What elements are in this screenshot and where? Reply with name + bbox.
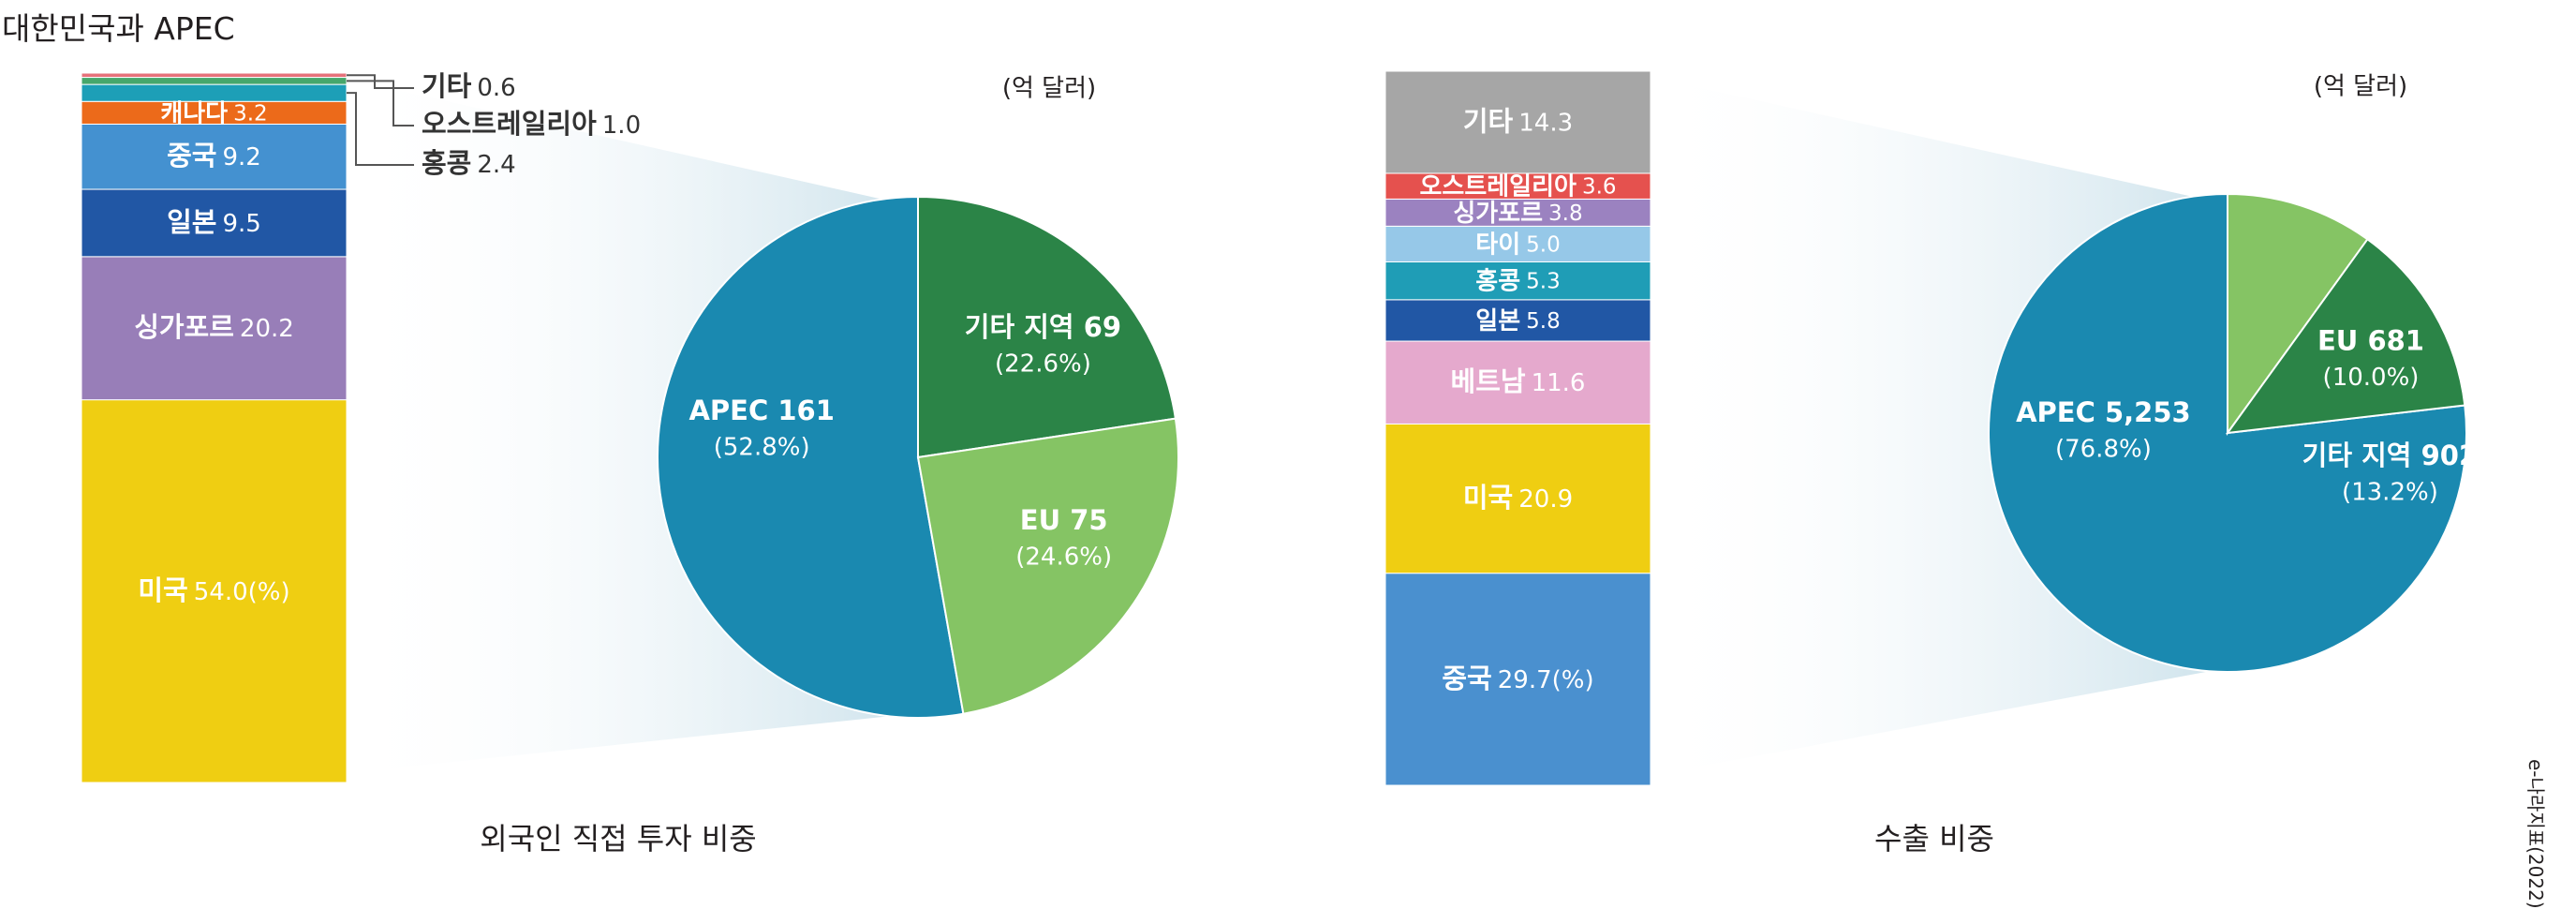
label-value: 3.2 <box>233 101 268 126</box>
export-panel: APEC 5,253 (76.8%) EU 681 (10.0%) 기타 지역 902 (… <box>1384 70 2478 857</box>
bar-label: 중국 9.2 <box>167 140 261 171</box>
label-value: 3.6 <box>1582 174 1617 199</box>
bar-label: 기타 14.3 <box>1463 105 1573 137</box>
label-value: 5.0 <box>1526 232 1561 257</box>
label-value: 2.4 <box>477 151 515 179</box>
label-name: 싱가포르 <box>1453 199 1543 227</box>
callout-label: 기타 0.6 <box>422 70 516 102</box>
callout-label: 오스트레일리아 1.0 <box>422 108 641 140</box>
callouts: 기타 0.6 오스트레일리아 1.0 홍콩 2.4 <box>347 70 641 179</box>
label-name: 일본 <box>167 206 216 238</box>
bar-label: 일본 9.5 <box>167 206 261 238</box>
label-name: 중국 <box>1442 663 1491 694</box>
label-value: 20.2 <box>240 315 294 343</box>
pie-slice-slice-1 <box>917 195 1177 459</box>
label-value: 5.3 <box>1526 269 1561 293</box>
label-value: 29.7(%) <box>1498 665 1594 693</box>
label-value: 11.6 <box>1532 369 1586 397</box>
label-name: 기타 <box>422 70 472 102</box>
fdi-panel: APEC 161 (52.8%) 기타 지역 69 (22.6%) EU 75 (24.6… <box>81 70 1180 857</box>
label-name: 베트남 <box>1451 365 1526 397</box>
slice-label: 기타 지역 902 <box>2302 440 2478 471</box>
label-name: 타이 <box>1475 231 1520 259</box>
chart-title: 수출 비중 <box>1874 821 1994 857</box>
bar-segment <box>1384 70 1651 174</box>
label-name: 미국 <box>138 574 187 606</box>
bar-segment <box>1384 261 1651 301</box>
pie: APEC 5,253 (76.8%) EU 681 (10.0%) 기타 지역 902 (… <box>1988 192 2478 673</box>
bar-label: 미국 20.9 <box>1463 482 1573 514</box>
slice-percent: (24.6%) <box>1015 543 1112 571</box>
bar-label: 캐나다 3.2 <box>160 99 267 127</box>
pie-slice-slice-2 <box>916 417 1180 715</box>
bar-label: 싱가포르 3.8 <box>1453 199 1582 227</box>
pie-slice-slice-1 <box>2227 192 2369 437</box>
slice-label: APEC 5,253 <box>2016 396 2191 428</box>
pie-slice-apec <box>657 195 965 719</box>
slice-percent: (52.8%) <box>714 434 810 462</box>
bar-segment <box>81 256 348 401</box>
label-name: 오스트레일리아 <box>1419 172 1577 201</box>
pie-slice-apec <box>1988 192 2467 673</box>
callout-line <box>347 80 414 127</box>
label-name: 홍콩 <box>422 147 471 179</box>
label-value: 9.5 <box>223 209 261 237</box>
label-name: 오스트레일리아 <box>422 108 597 140</box>
apec-figure: APEC 161 (52.8%) 기타 지역 69 (22.6%) EU 75 (24.6… <box>81 70 2478 857</box>
unit-label: (억 달러) <box>1002 75 1096 103</box>
slice-percent: (22.6%) <box>995 350 1091 379</box>
bar-segment <box>81 77 348 85</box>
callout-line <box>347 92 414 166</box>
bar-segment <box>81 399 348 783</box>
bar-label: 오스트레일리아 3.6 <box>1419 172 1616 201</box>
label-value: 54.0(%) <box>194 577 290 605</box>
label-value: 20.9 <box>1518 485 1573 514</box>
unit-label: (억 달러) <box>2314 73 2407 101</box>
slice-percent: (10.0%) <box>2323 364 2420 392</box>
bar-segment <box>1384 225 1651 262</box>
bar-label: 중국 29.7(%) <box>1442 663 1593 694</box>
bar-label: 베트남 11.6 <box>1451 365 1586 397</box>
bar-segment <box>1384 423 1651 574</box>
label-value: 0.6 <box>477 74 515 102</box>
page-title: 대한민국과 APEC <box>2 10 235 47</box>
label-name: 캐나다 <box>160 99 228 127</box>
bar-segment <box>81 72 348 79</box>
bar-label: 일본 5.8 <box>1475 306 1560 335</box>
label-name: 홍콩 <box>1475 267 1520 295</box>
slice-label: 기타 지역 69 <box>965 311 1121 343</box>
slice-percent: (13.2%) <box>2342 478 2438 506</box>
label-name: 기타 <box>1463 105 1514 137</box>
bar-segment <box>1384 340 1651 425</box>
bar-segment <box>81 100 348 125</box>
label-name: 미국 <box>1463 482 1513 514</box>
stacked-bar: 미국 54.0(%) 싱가포르 20.2 일본 9.5 중국 9.2 캐나다 3.2 <box>81 72 348 783</box>
slice-label: EU 75 <box>1020 504 1108 536</box>
pie-slice-slice-2 <box>2225 237 2466 435</box>
bar-label: 미국 54.0(%) <box>138 574 289 606</box>
bar-label: 홍콩 5.3 <box>1475 267 1560 295</box>
bar-label: 싱가포르 20.2 <box>134 311 294 343</box>
bar-segment <box>1384 299 1651 342</box>
label-name: 싱가포르 <box>134 311 234 343</box>
slice-percent: (76.8%) <box>2055 436 2152 464</box>
label-value: 9.2 <box>223 143 261 171</box>
bar-label: 타이 5.0 <box>1475 231 1560 259</box>
label-name: 중국 <box>167 140 216 171</box>
bar-segment <box>1384 172 1651 200</box>
label-name: 일본 <box>1475 306 1520 335</box>
label-value: 1.0 <box>602 112 641 140</box>
chart-title: 외국인 직접 투자 비중 <box>480 821 756 857</box>
callout-label: 홍콩 2.4 <box>422 147 516 179</box>
bar-segment <box>1384 198 1651 227</box>
label-value: 5.8 <box>1526 308 1561 333</box>
bar-segment <box>1384 573 1651 786</box>
slice-label: EU 681 <box>2317 325 2424 357</box>
label-value: 3.8 <box>1548 201 1583 225</box>
pie: APEC 161 (52.8%) 기타 지역 69 (22.6%) EU 75 (24.6… <box>657 195 1180 719</box>
source-credit: e-나라지표(2022) <box>2524 759 2547 909</box>
label-value: 14.3 <box>1518 109 1573 137</box>
slice-label: APEC 161 <box>688 395 834 426</box>
